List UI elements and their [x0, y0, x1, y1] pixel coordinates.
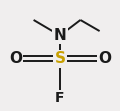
Text: S: S — [54, 51, 66, 66]
Text: F: F — [55, 91, 65, 105]
Text: O: O — [98, 51, 111, 66]
Text: O: O — [9, 51, 22, 66]
Text: N: N — [54, 28, 66, 43]
